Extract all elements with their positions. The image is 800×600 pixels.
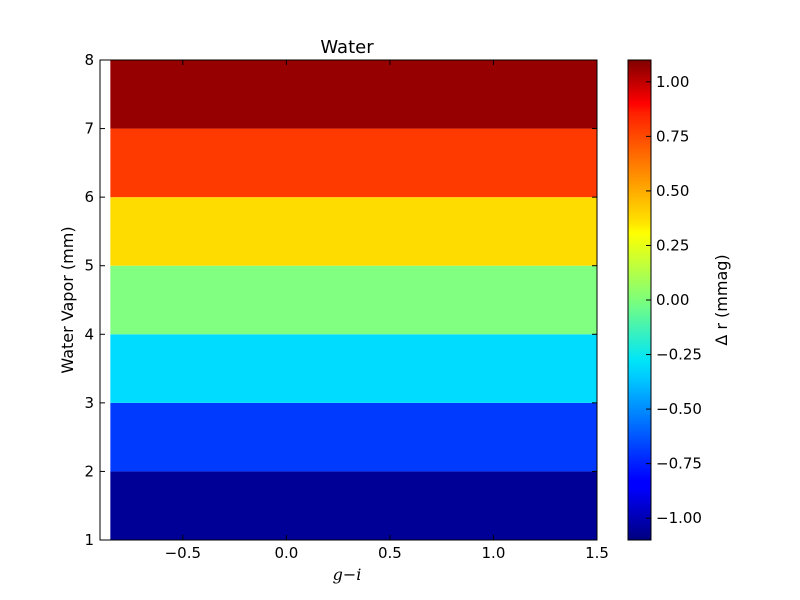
y-tick-label: 6	[84, 188, 94, 206]
y-tick-label: 8	[84, 51, 94, 69]
colorbar-tick-label: 0.75	[656, 127, 689, 145]
plot-ticks: −0.5 0.0 0.5 1.0 1.5 1 2 3 4 5 6 7 8	[84, 51, 608, 562]
colorbar-tick-label: −0.75	[656, 455, 702, 473]
x-tick-label: −0.5	[165, 544, 201, 562]
heatmap-band-3	[110, 334, 598, 403]
y-tick-label: 2	[84, 462, 94, 480]
y-tick-label: 7	[84, 120, 94, 138]
x-tick-label: 0.0	[274, 544, 298, 562]
heatmap-band-6	[110, 128, 598, 198]
y-tick-label: 4	[84, 325, 94, 343]
y-tick-label: 3	[84, 394, 94, 412]
colorbar-tick-label: −1.00	[656, 509, 702, 527]
chart-title: Water	[320, 37, 374, 58]
colorbar-tick-label: −0.50	[656, 400, 702, 418]
colorbar-tick-label: 1.00	[656, 73, 689, 91]
heatmap-band-5	[110, 197, 598, 266]
colorbar-ticks: 1.00 0.75 0.50 0.25 0.00 −0.25 −0.50 −0.75 −1.00	[646, 73, 702, 527]
plot-frame	[99, 59, 598, 541]
colorbar-label: Δ r (mmag)	[712, 254, 731, 345]
colorbar-tick-label: 0.25	[656, 236, 689, 254]
colorbar-tick-label: 0.50	[656, 182, 689, 200]
heatmap-band-1	[110, 471, 598, 540]
x-tick-label: 1.5	[585, 544, 609, 562]
heatmap-band-4	[110, 265, 598, 335]
y-tick-label: 1	[84, 531, 94, 549]
x-tick-label: 1.0	[482, 544, 506, 562]
heatmap-bands	[110, 60, 598, 540]
colorbar-tick-label: 0.00	[656, 291, 689, 309]
colorbar-tick-label: −0.25	[656, 346, 702, 364]
x-tick-label: 0.5	[378, 544, 402, 562]
heatmap-band-7	[110, 60, 598, 129]
y-axis-label: Water Vapor (mm)	[58, 226, 77, 373]
x-axis-label: g−i	[333, 565, 362, 584]
heatmap-band-2	[110, 402, 598, 472]
y-tick-label: 5	[84, 257, 94, 275]
